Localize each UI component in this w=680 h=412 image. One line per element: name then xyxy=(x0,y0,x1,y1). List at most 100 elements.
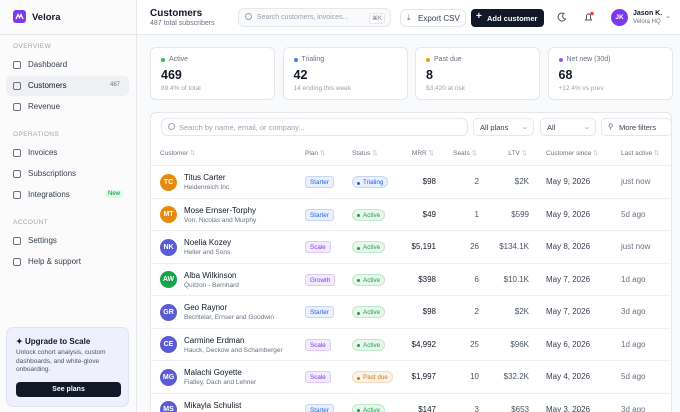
customer-since: May 9, 2026 xyxy=(546,209,591,219)
stat-value: 8 xyxy=(426,68,433,82)
company: Hauck, Deckow and Schamberger xyxy=(184,346,283,354)
table-row[interactable]: GR Geo Raynor Bechtelar, Ernser and Goodwi… xyxy=(151,295,673,328)
last-active: 5d ago xyxy=(621,372,646,381)
column-header[interactable]: Customer since xyxy=(546,149,598,157)
nav-icon xyxy=(13,103,21,111)
status-dot xyxy=(357,214,360,217)
stat-dot xyxy=(426,58,430,62)
theme-toggle[interactable] xyxy=(557,12,567,22)
company: Heidenreich Inc xyxy=(184,184,230,191)
company: Von, Nicolas and Murphy xyxy=(184,216,257,224)
avatar: MS xyxy=(160,401,177,412)
seats: 2 xyxy=(474,177,479,186)
stat-note: 14 ending this week xyxy=(293,85,351,92)
ltv: $32.2K xyxy=(503,372,529,381)
status-dot xyxy=(357,344,360,347)
column-header[interactable]: Last active xyxy=(621,149,659,157)
notifications[interactable] xyxy=(583,11,595,23)
mrr: $98 xyxy=(422,307,436,316)
table-row[interactable]: MS Mikayla Schulist Starter Active $147 3 $653… xyxy=(151,392,673,412)
nav-section-title: OPERATIONS xyxy=(13,131,60,138)
column-header[interactable]: Status xyxy=(352,149,378,157)
seats: 26 xyxy=(470,242,479,251)
nav-item[interactable]: Subscriptions xyxy=(6,164,129,184)
column-header[interactable]: Seats xyxy=(453,149,477,157)
nav-item[interactable]: Invoices xyxy=(6,143,129,163)
column-header[interactable]: MRR xyxy=(412,149,434,157)
status-dot xyxy=(357,181,360,185)
status-dot xyxy=(357,246,360,250)
plan-badge: Starter xyxy=(305,306,334,318)
shortcut: ⌘K xyxy=(368,13,385,24)
stat-card: Active 469 89.4% of total xyxy=(150,47,275,100)
global-search[interactable]: Search customers, invoices... ⌘K xyxy=(238,8,391,27)
column-header[interactable]: Plan xyxy=(305,149,325,157)
seats: 10 xyxy=(470,372,479,381)
column-header[interactable]: LTV xyxy=(508,149,527,157)
last-active: 3d ago xyxy=(621,404,646,412)
more-filters[interactable]: ⚲ More filters xyxy=(601,118,672,136)
ltv: $2K xyxy=(514,177,529,186)
status-label: Active xyxy=(363,211,381,219)
nav-label: Revenue xyxy=(28,102,61,111)
nav-icon xyxy=(13,258,21,266)
nav-icon xyxy=(13,191,21,199)
nav-badge: 487 xyxy=(109,82,120,88)
user-avatar[interactable]: JK xyxy=(611,9,628,26)
avatar: AW xyxy=(160,271,177,288)
export-button[interactable]: ⤓ Export CSV xyxy=(400,9,466,27)
user-menu-chevron[interactable]: ⌄ xyxy=(665,13,671,20)
nav-item[interactable]: Customers 487 xyxy=(6,76,129,96)
avatar: GR xyxy=(160,303,177,321)
stat-note: 89.4% of total xyxy=(161,85,201,92)
upgrade-title-text: Upgrade to Scale xyxy=(24,337,91,346)
stat-dot xyxy=(161,58,165,62)
sidebar: Velora OVERVIEW Dashboard Customers 487 Reve… xyxy=(0,0,137,412)
nav-item[interactable]: Integrations New xyxy=(6,185,129,205)
brand: Velora xyxy=(32,12,61,23)
table-row[interactable]: CE Carmine Erdman Hauck, Deckow and Schamb… xyxy=(151,327,673,361)
status-label: Active xyxy=(363,276,381,284)
mrr: $5,191 xyxy=(411,242,436,251)
column-header[interactable]: Customer xyxy=(160,149,195,157)
page-title: Customers xyxy=(150,8,203,19)
table-search-placeholder: Search by name, email, or company... xyxy=(179,123,305,132)
nav-item[interactable]: Help & support xyxy=(6,252,129,272)
table-row[interactable]: MG Malachi Goyette Flatley, Dach and Lehne… xyxy=(151,360,673,393)
nav-label: Customers xyxy=(28,81,67,90)
nav-item[interactable]: Dashboard xyxy=(6,55,129,75)
stat-dot xyxy=(293,58,298,62)
nav-item[interactable]: Revenue xyxy=(6,97,129,117)
nav-section-title: OVERVIEW xyxy=(13,43,52,50)
stat-value: 469 xyxy=(161,68,182,82)
mrr: $398 xyxy=(418,274,436,284)
status-badge: Active xyxy=(352,273,386,286)
table-row[interactable]: TC Titus Carter Heidenreich Inc Starter Tria… xyxy=(151,165,673,198)
see-plans-button[interactable]: See plans xyxy=(16,382,121,397)
customer-name: Malachi Goyette xyxy=(184,368,242,377)
add-icon: + xyxy=(476,11,482,22)
table-row[interactable]: AW Alba Wilkinson Quitzon - Bernhard Growth… xyxy=(151,262,673,296)
status-badge: Active xyxy=(352,403,386,412)
main: Customers 487 total subscribers Search c… xyxy=(137,0,680,412)
more-filters-label: More filters xyxy=(619,123,657,132)
seats: 25 xyxy=(470,339,479,349)
table-row[interactable]: NK Noelia Kozey Heller and Sons Scale Active… xyxy=(151,230,673,263)
table-search[interactable]: Search by name, email, or company... xyxy=(161,118,468,136)
status-label: Past due xyxy=(363,374,388,381)
search-icon xyxy=(245,13,252,20)
nav-icon xyxy=(13,82,21,90)
table-row[interactable]: MT Mose Ernser-Torphy Von, Nicolas and Mur… xyxy=(151,197,673,231)
plan-badge: Growth xyxy=(305,273,336,286)
nav-item[interactable]: Settings xyxy=(6,231,129,251)
ltv: $10.1K xyxy=(503,274,529,284)
avatar: TC xyxy=(160,173,177,191)
status-filter[interactable]: All ⌄ xyxy=(540,118,596,136)
stat-card: Net new (30d) 68 +12.4% vs prev xyxy=(547,47,673,100)
add-customer-button[interactable]: + Add customer xyxy=(471,9,544,27)
logo xyxy=(13,10,26,23)
plan-filter[interactable]: All plans ⌄ xyxy=(473,118,534,136)
ltv: $2K xyxy=(514,307,529,316)
status-label: Active xyxy=(363,244,381,251)
nav-label: Settings xyxy=(28,236,57,245)
